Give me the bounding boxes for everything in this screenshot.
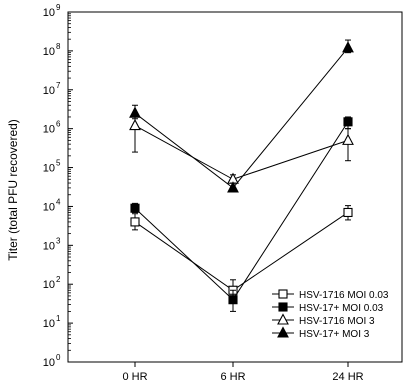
y-tick-label: 10 <box>43 7 55 19</box>
legend-item: HSV-1716 MOI 0.03 <box>272 289 389 301</box>
legend-item: HSV-1716 MOI 3 <box>272 313 375 327</box>
plot-area-border <box>67 11 403 363</box>
y-tick-exponent: 4 <box>56 197 61 206</box>
y-tick-exponent: 3 <box>56 236 61 245</box>
series-line <box>134 47 349 189</box>
legend-label: HSV-17+ MOI 3 <box>299 329 370 340</box>
legend-marker <box>278 289 288 299</box>
legend-marker <box>277 313 289 325</box>
data-point <box>343 117 353 127</box>
data-series <box>129 39 354 312</box>
series-line <box>134 212 349 291</box>
legend-label: HSV-17+ MOI 0.03 <box>299 303 384 314</box>
legend-item: HSV-17+ MOI 3 <box>272 326 370 340</box>
y-tick-label: 10 <box>43 124 55 136</box>
legend-marker <box>278 302 288 312</box>
data-point <box>342 133 354 145</box>
y-tick-label: 10 <box>43 279 55 291</box>
x-tick-label: 0 HR <box>122 371 147 383</box>
y-tick-exponent: 8 <box>56 42 61 51</box>
y-tick-label: 10 <box>43 318 55 330</box>
data-point <box>130 217 140 227</box>
data-point <box>129 118 141 131</box>
legend: HSV-1716 MOI 0.03 HSV-17+ MOI 0.03 HSV-171… <box>272 289 389 340</box>
series-line <box>134 121 349 301</box>
data-point <box>129 106 141 118</box>
y-tick-exponent: 6 <box>56 120 61 129</box>
data-point <box>227 181 239 193</box>
series-1 <box>130 205 353 301</box>
x-axis: 0 HR 6 HR 24 HR <box>122 362 364 383</box>
legend-marker <box>277 326 289 338</box>
y-tick-label: 10 <box>43 240 55 252</box>
legend-label: HSV-1716 MOI 0.03 <box>299 290 389 301</box>
y-tick-label: 10 <box>43 46 55 58</box>
series-3 <box>129 114 354 184</box>
x-tick-label: 6 HR <box>220 371 245 383</box>
y-tick-label: 10 <box>43 163 55 175</box>
data-point <box>130 203 140 213</box>
y-tick-label: 10 <box>43 357 55 369</box>
series-4 <box>129 39 354 193</box>
data-point <box>343 207 353 218</box>
x-tick-label: 24 HR <box>332 371 363 383</box>
y-tick-exponent: 0 <box>56 353 61 362</box>
y-tick-label: 10 <box>43 201 55 213</box>
legend-item: HSV-17+ MOI 0.03 <box>272 302 384 314</box>
y-tick-exponent: 9 <box>56 3 61 12</box>
data-point <box>342 41 354 53</box>
y-axis-label: Titer (total PFU recovered) <box>6 119 20 261</box>
y-tick-exponent: 7 <box>56 81 61 90</box>
data-point <box>228 295 238 305</box>
y-tick-label: 10 <box>43 85 55 97</box>
y-tick-exponent: 2 <box>56 275 61 284</box>
legend-label: HSV-1716 MOI 3 <box>299 316 375 327</box>
plot-frame <box>67 11 403 363</box>
y-tick-exponent: 5 <box>56 159 61 168</box>
y-tick-exponent: 1 <box>56 314 61 323</box>
series-2 <box>130 116 353 312</box>
